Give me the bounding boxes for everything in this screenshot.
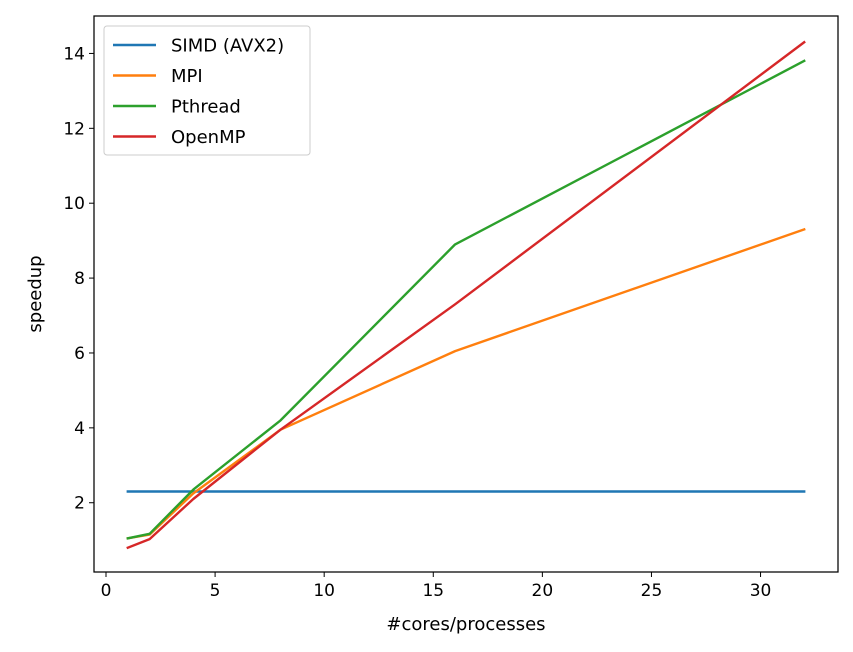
series-lines — [126, 40, 806, 550]
x-tick-label: 20 — [532, 581, 554, 601]
y-tick-label: 6 — [74, 344, 85, 364]
x-tick-label: 15 — [422, 581, 444, 601]
y-tick-label: 2 — [74, 494, 85, 514]
legend-label-1: MPI — [171, 66, 203, 87]
y-tick-label: 10 — [63, 194, 85, 214]
series-line-3 — [126, 40, 806, 550]
y-tick-label: 4 — [74, 419, 85, 439]
x-tick-label: 5 — [210, 581, 221, 601]
plot-area-frame — [93, 15, 839, 573]
legend-box — [103, 25, 311, 156]
legend-label-2: Pthread — [171, 97, 241, 118]
series-line-2 — [126, 59, 806, 540]
x-tick-label: 25 — [641, 581, 663, 601]
legend: SIMD (AVX2) MPI Pthread OpenMP — [103, 25, 311, 156]
x-tick-label: 0 — [101, 581, 112, 601]
x-axis-label: #cores/processes — [386, 614, 545, 635]
x-tick-label: 10 — [313, 581, 335, 601]
y-tick-label: 8 — [74, 269, 85, 289]
y-tick-label: 12 — [63, 119, 85, 139]
legend-label-0: SIMD (AVX2) — [171, 36, 284, 57]
legend-label-3: OpenMP — [171, 127, 246, 148]
x-axis-ticks: 0 5 10 15 20 25 30 — [101, 572, 772, 601]
x-tick-label: 30 — [750, 581, 772, 601]
y-tick-label: 14 — [63, 44, 85, 64]
y-axis-label: speedup — [25, 255, 46, 332]
y-axis-ticks: 2 4 6 8 10 12 14 — [63, 44, 94, 514]
